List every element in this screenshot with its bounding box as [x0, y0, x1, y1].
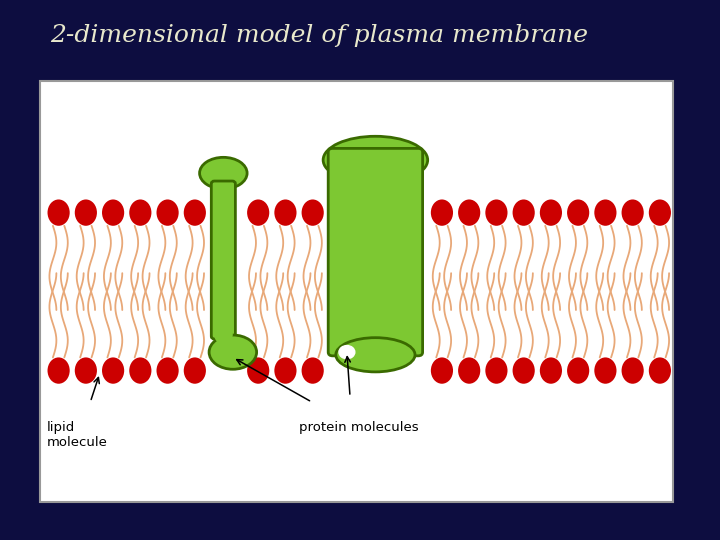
Ellipse shape: [156, 199, 179, 226]
Ellipse shape: [540, 357, 562, 384]
Ellipse shape: [540, 199, 562, 226]
Ellipse shape: [247, 357, 269, 384]
FancyBboxPatch shape: [211, 181, 235, 339]
Text: protein molecules: protein molecules: [300, 421, 419, 434]
Ellipse shape: [184, 199, 206, 226]
Ellipse shape: [513, 199, 535, 226]
Ellipse shape: [594, 199, 616, 226]
Ellipse shape: [156, 357, 179, 384]
Text: lipid
molecule: lipid molecule: [48, 421, 108, 449]
FancyBboxPatch shape: [328, 148, 423, 356]
Ellipse shape: [431, 199, 453, 226]
Ellipse shape: [594, 357, 616, 384]
Ellipse shape: [75, 199, 97, 226]
Ellipse shape: [130, 199, 151, 226]
Ellipse shape: [214, 323, 233, 345]
Ellipse shape: [323, 136, 428, 184]
Ellipse shape: [274, 357, 297, 384]
Ellipse shape: [458, 357, 480, 384]
Ellipse shape: [339, 346, 355, 359]
Ellipse shape: [621, 357, 644, 384]
Ellipse shape: [102, 199, 124, 226]
Ellipse shape: [102, 357, 124, 384]
Ellipse shape: [302, 199, 324, 226]
Ellipse shape: [621, 199, 644, 226]
Ellipse shape: [48, 357, 70, 384]
Ellipse shape: [48, 199, 70, 226]
Ellipse shape: [513, 357, 535, 384]
Ellipse shape: [75, 357, 97, 384]
Ellipse shape: [336, 338, 415, 372]
Ellipse shape: [247, 199, 269, 226]
Ellipse shape: [485, 199, 508, 226]
Ellipse shape: [302, 357, 324, 384]
Ellipse shape: [431, 357, 453, 384]
Ellipse shape: [184, 357, 206, 384]
Ellipse shape: [458, 199, 480, 226]
Ellipse shape: [649, 357, 671, 384]
Ellipse shape: [485, 357, 508, 384]
Ellipse shape: [567, 199, 589, 226]
FancyBboxPatch shape: [40, 81, 673, 502]
Ellipse shape: [567, 357, 589, 384]
Ellipse shape: [209, 335, 256, 369]
Ellipse shape: [199, 157, 247, 189]
Ellipse shape: [130, 357, 151, 384]
Text: 2-dimensional model of plasma membrane: 2-dimensional model of plasma membrane: [50, 24, 588, 48]
Ellipse shape: [649, 199, 671, 226]
Ellipse shape: [274, 199, 297, 226]
